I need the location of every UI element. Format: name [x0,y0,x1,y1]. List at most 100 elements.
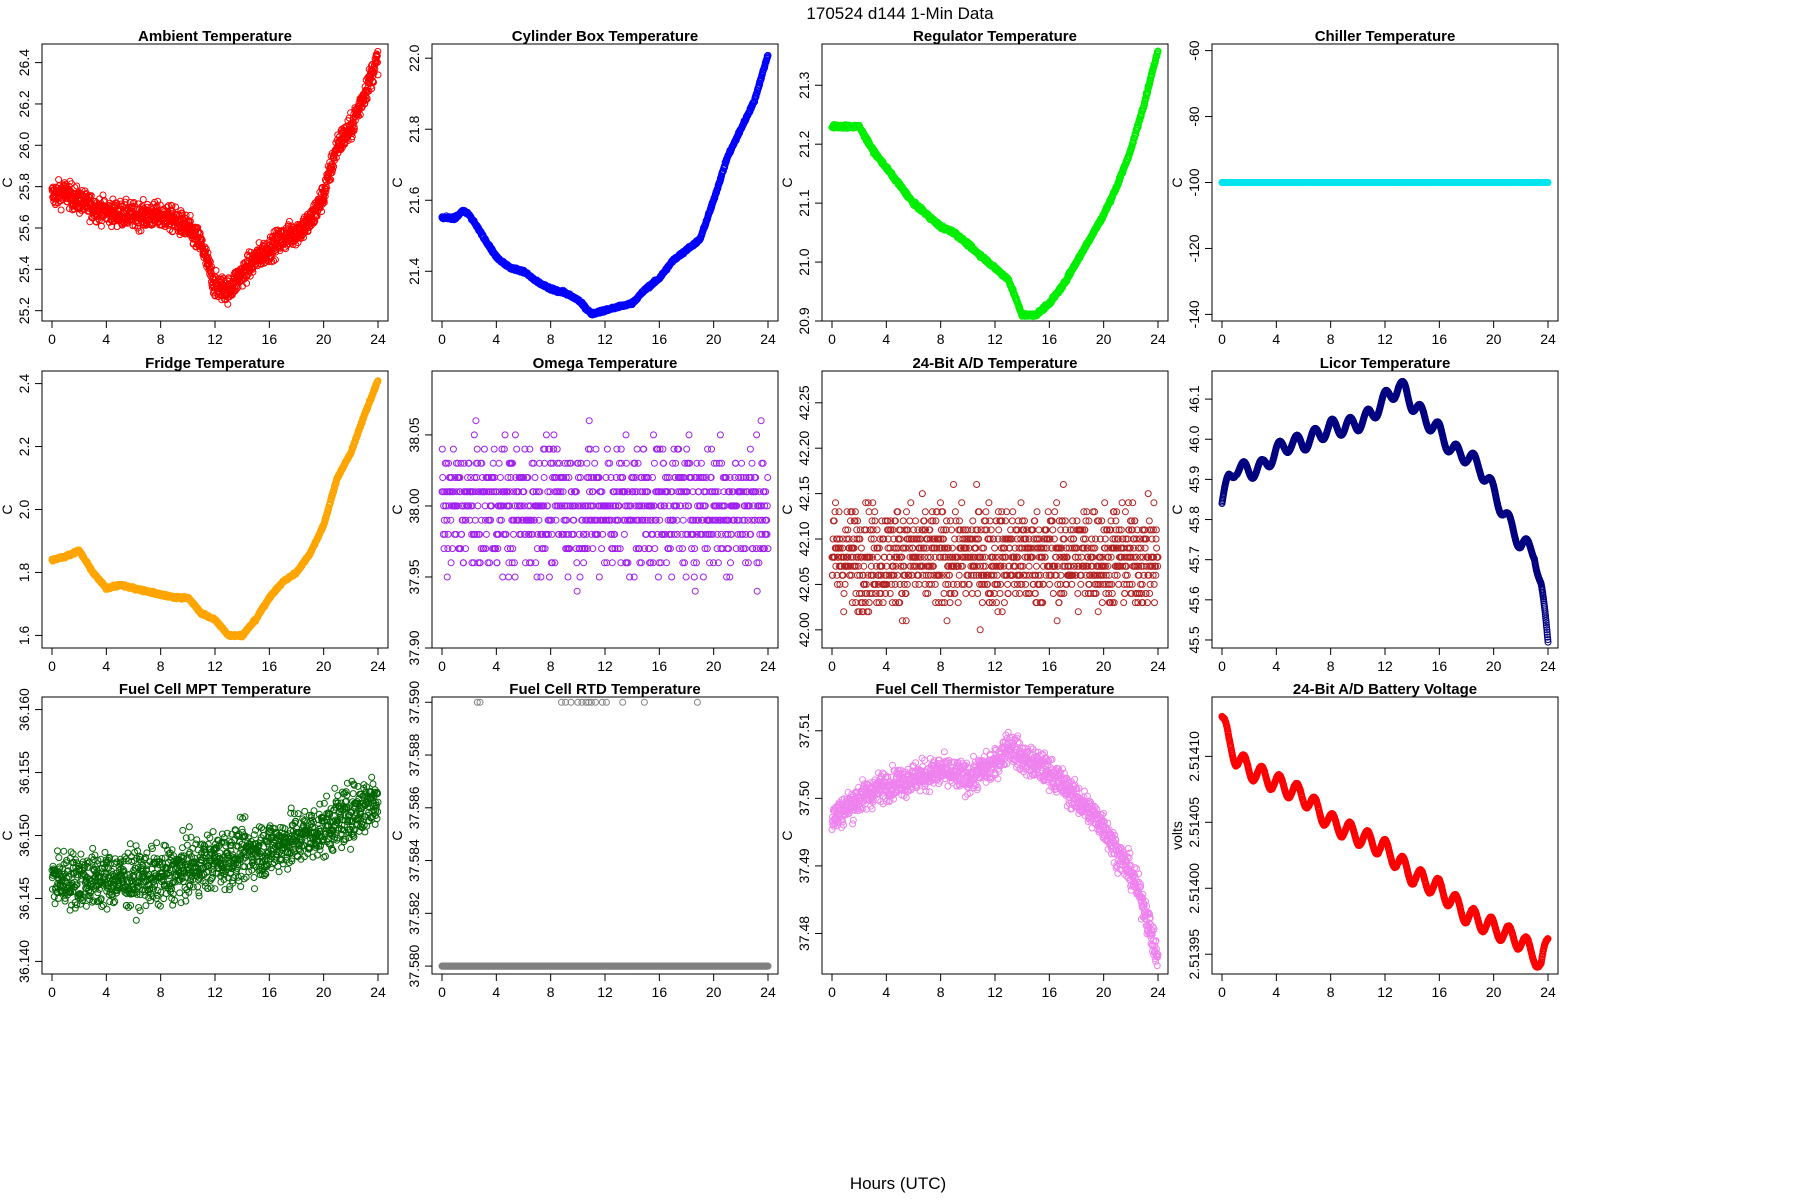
data-point [373,52,381,60]
data-point [243,279,251,287]
x-tick-label: 24 [760,331,776,347]
panel-title: Ambient Temperature [138,28,292,45]
data-point [332,154,340,162]
y-tick-label: 20.9 [796,307,812,334]
data-point [330,163,338,171]
data-point [364,84,372,92]
data-point [108,223,116,231]
y-tick-label: 21.8 [406,115,422,142]
data-point [368,85,376,93]
data-point [764,52,772,59]
y-tick-label: 26.2 [16,90,32,117]
data-point [1129,139,1137,147]
data-point [139,196,147,203]
y-axis-label: C [389,177,405,187]
data-point [261,258,269,266]
data-point [198,236,206,244]
panel-title: Chiller Temperature [1315,28,1456,45]
y-tick-label: 21.6 [406,186,422,213]
data-point [374,71,382,79]
x-tick-label: 0 [438,331,446,347]
data-points [828,47,1162,321]
x-tick-label: 24 [1150,331,1166,347]
data-point [313,212,321,220]
x-tick-label: 16 [652,331,668,347]
data-point [327,176,335,184]
data-point [1152,57,1159,65]
data-point [218,273,226,281]
data-point [323,184,331,192]
data-point [316,204,324,212]
panel-title: Cylinder Box Temperature [512,28,698,45]
data-point [205,256,213,264]
y-tick-label: 21.4 [406,257,422,284]
data-point [320,194,328,202]
x-tick-label: 16 [262,331,278,347]
data-point [1154,47,1162,55]
y-tick-label: 25.8 [16,173,32,200]
data-points [438,51,772,319]
x-tick-label: 8 [937,331,945,347]
data-point [55,176,63,184]
y-tick-label: 22.0 [406,44,422,71]
x-tick-label: 0 [828,331,836,347]
panel-2: Cylinder Box Temperature C 0 4 8 12 16 20 24 21.4… [389,28,779,347]
x-tick-label: 4 [882,331,890,347]
data-point [356,111,364,119]
data-points [48,47,382,308]
data-point [322,185,330,193]
data-point [195,228,203,236]
data-point [362,96,370,104]
data-point [97,222,105,230]
data-point [330,154,338,162]
data-point [95,216,103,224]
data-point [153,202,161,210]
plot-frame [431,43,779,322]
data-point [212,267,220,274]
x-tick-label: 12 [597,331,613,347]
panel-title: Regulator Temperature [913,28,1077,45]
y-tick-label: 26.0 [16,131,32,158]
data-point [71,184,79,191]
y-axis-label: C [1169,177,1185,187]
data-point [270,257,278,265]
x-tick-label: 8 [157,331,165,347]
x-tick-label: 24 [370,331,386,347]
data-point [57,206,65,214]
data-point [172,203,179,211]
data-point [318,208,326,215]
x-tick-label: 4 [102,331,110,347]
x-tick-label: 20 [706,331,722,347]
x-tick-label: 8 [547,331,555,347]
figure-xlabel: Hours (UTC) [850,1174,946,1193]
y-axis-label: C [779,177,795,187]
x-tick-label: 4 [492,331,500,347]
y-tick-label: 21.1 [796,189,812,216]
y-tick-label: 21.3 [796,71,812,98]
data-point [268,248,275,256]
y-axis-label: C [0,177,15,187]
data-point [164,202,172,210]
y-tick-label: 21.2 [796,130,812,157]
data-point [370,78,377,86]
data-point [331,150,339,158]
x-tick-label: 20 [1096,331,1112,347]
x-tick-label: 20 [316,331,332,347]
data-point [204,249,212,257]
y-tick-label: 26.4 [16,49,32,76]
data-point [271,256,279,264]
data-point [337,146,345,154]
data-point [1148,71,1156,79]
data-point [374,58,381,66]
data-point [130,199,138,206]
data-point [292,241,300,249]
data-point [350,125,358,133]
data-point [202,245,210,253]
data-point [329,166,337,174]
data-point [233,285,241,293]
